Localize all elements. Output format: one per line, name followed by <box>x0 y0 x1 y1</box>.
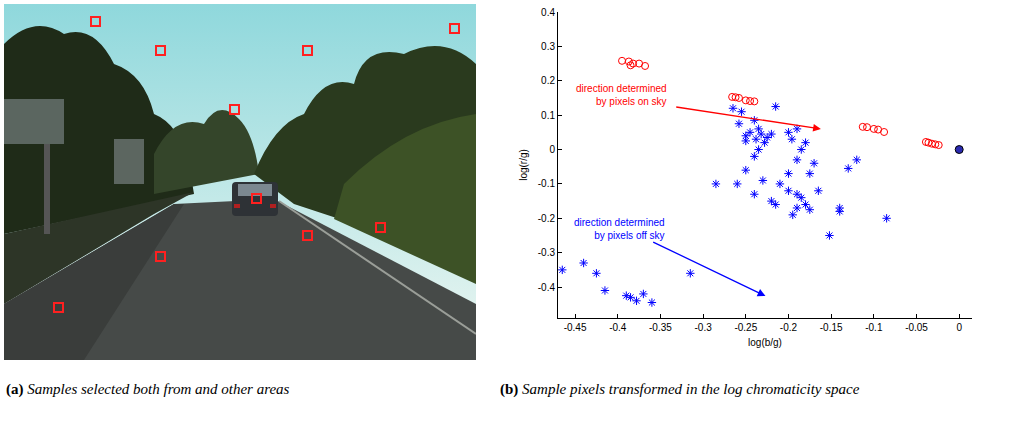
svg-text:-0.1: -0.1 <box>538 178 556 189</box>
svg-text:0.4: 0.4 <box>541 7 555 18</box>
svg-text:direction determinedby pixels: direction determinedby pixels off sky <box>574 217 665 241</box>
svg-text:0.3: 0.3 <box>541 41 555 52</box>
html-text:(b) Sample pixels transformed: (b) Sample pixels transformed in the log… <box>500 381 860 397</box>
svg-text:-0.3: -0.3 <box>538 247 556 258</box>
svg-text:-0.4: -0.4 <box>609 322 627 333</box>
svg-text:log(b/g): log(b/g) <box>748 337 782 348</box>
svg-text:0: 0 <box>956 322 962 333</box>
svg-text:log(r/g): log(r/g) <box>518 149 529 181</box>
svg-text:0.1: 0.1 <box>541 110 555 121</box>
svg-text:-0.15: -0.15 <box>820 322 843 333</box>
svg-text:-0.2: -0.2 <box>780 322 798 333</box>
svg-text:-0.05: -0.05 <box>905 322 928 333</box>
svg-text:-0.1: -0.1 <box>865 322 883 333</box>
svg-text:-0.35: -0.35 <box>649 322 672 333</box>
html-text:(a) Samples selected both from: (a) Samples selected both from and other… <box>6 381 290 397</box>
svg-text:0: 0 <box>549 144 555 155</box>
svg-text:-0.45: -0.45 <box>564 322 587 333</box>
svg-text:-0.3: -0.3 <box>694 322 712 333</box>
svg-text:direction determinedby pixels: direction determinedby pixels on sky <box>576 83 667 107</box>
svg-text:0.2: 0.2 <box>541 75 555 86</box>
svg-text:-0.4: -0.4 <box>538 282 556 293</box>
svg-text:-0.2: -0.2 <box>538 213 556 224</box>
svg-text:-0.25: -0.25 <box>734 322 757 333</box>
